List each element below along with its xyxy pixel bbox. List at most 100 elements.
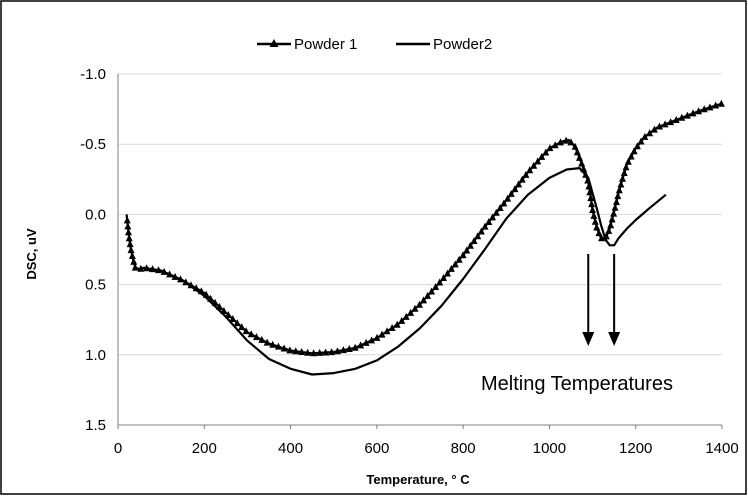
series-marker-0-45 (328, 348, 336, 356)
series-line-1 (143, 167, 667, 376)
series-marker-0-42 (310, 349, 318, 357)
series-marker-0-72 (455, 255, 463, 263)
y-tick-label-4: 1.0 (85, 347, 106, 364)
series-marker-0-132 (627, 152, 635, 160)
x-tick-label-3: 600 (364, 440, 389, 457)
series-marker-0-116 (595, 229, 603, 237)
series-marker-0-150 (717, 99, 725, 107)
series-marker-0-83 (496, 204, 504, 212)
series-marker-0-43 (316, 348, 324, 356)
series-marker-0-48 (345, 344, 353, 352)
series-marker-0-41 (304, 348, 312, 356)
series-marker-0-147 (700, 105, 708, 113)
series-marker-0-119 (605, 226, 613, 234)
x-tick-label-7: 1400 (705, 440, 738, 457)
series-marker-0-134 (633, 142, 641, 150)
series-marker-0-123 (611, 203, 619, 211)
series-marker-0-111 (588, 200, 596, 208)
series-marker-0-117 (598, 234, 606, 242)
series-marker-0-96 (546, 144, 554, 152)
series-marker-0-142 (672, 115, 680, 123)
y-tick-label-0: -1.0 (80, 66, 106, 83)
legend-marker-powder-1 (269, 39, 279, 47)
series-marker-0-112 (589, 206, 597, 214)
series-marker-0-60 (407, 308, 415, 316)
tick-labels: -1.0 -0.5 0.0 0.5 1.0 1.5 0 200 400 600 800 1000 120… (80, 66, 739, 457)
series-marker-0-49 (351, 343, 359, 351)
x-tick-label-1: 200 (192, 440, 217, 457)
series-marker-0-82 (492, 208, 500, 216)
series-marker-0-52 (368, 336, 376, 344)
series-marker-0-87 (511, 185, 519, 193)
x-tick-label-5: 1000 (533, 440, 566, 457)
series-marker-0-88 (515, 180, 523, 188)
series-marker-0-120 (607, 221, 615, 229)
series-marker-0-34 (263, 338, 271, 346)
series-marker-0-27 (229, 315, 237, 323)
series-marker-0-69 (443, 269, 451, 277)
series-marker-0-73 (459, 251, 467, 259)
series-marker-0-54 (378, 330, 386, 338)
series-marker-0-130 (622, 163, 630, 171)
series-marker-0-7 (130, 257, 138, 265)
series-marker-0-81 (489, 213, 497, 221)
series-marker-0-75 (466, 241, 474, 249)
annotation-arrow-head-0 (582, 332, 595, 346)
series-marker-0-58 (398, 316, 406, 324)
series-marker-0-0 (123, 216, 131, 224)
series-marker-0-92 (530, 161, 538, 169)
series-marker-0-71 (451, 260, 459, 268)
series-marker-0-79 (481, 222, 489, 230)
series-marker-0-122 (610, 209, 618, 217)
series-marker-0-44 (322, 348, 330, 356)
series-marker-0-91 (526, 166, 534, 174)
series-marker-0-50 (357, 341, 365, 349)
series-marker-0-5 (127, 246, 135, 254)
series-marker-0-59 (402, 312, 410, 320)
series-marker-0-56 (388, 324, 396, 332)
series-marker-0-63 (420, 296, 428, 304)
series-marker-0-8 (131, 263, 139, 271)
series-marker-0-3 (125, 234, 133, 242)
series-layer (123, 99, 725, 376)
series-marker-0-129 (620, 168, 628, 176)
series-marker-0-70 (447, 264, 455, 272)
series-marker-0-101 (571, 142, 579, 150)
series-marker-0-30 (242, 327, 250, 335)
series-marker-0-61 (411, 304, 419, 312)
legend-label-powder-1: Powder 1 (294, 36, 357, 53)
series-marker-0-145 (689, 109, 697, 117)
series-marker-0-86 (507, 189, 515, 197)
x-tick-label-4: 800 (451, 440, 476, 457)
series-marker-0-4 (126, 240, 134, 248)
legend-label-powder-2: Powder2 (433, 36, 492, 53)
series-marker-0-64 (424, 291, 432, 299)
series-marker-0-6 (128, 251, 136, 259)
y-tick-label-3: 0.5 (85, 277, 106, 294)
series-marker-0-36 (274, 342, 282, 350)
series-marker-0-55 (383, 327, 391, 335)
series-marker-0-143 (678, 113, 686, 121)
series-marker-0-74 (463, 246, 471, 254)
x-axis-title: Temperature, ° C (366, 472, 470, 487)
series-marker-0-46 (334, 347, 342, 355)
x-tick-label-0: 0 (114, 440, 122, 457)
annotation-label: Melting Temperatures (481, 373, 673, 395)
series-marker-0-127 (617, 180, 625, 188)
grid-lines (118, 73, 722, 356)
series-marker-0-97 (551, 141, 559, 149)
series-marker-0-51 (362, 338, 370, 346)
series-marker-0-39 (292, 347, 300, 355)
series-marker-0-144 (683, 111, 691, 119)
series-marker-0-126 (615, 186, 623, 194)
axes (117, 74, 723, 429)
series-marker-0-146 (695, 107, 703, 115)
annotation-arrow-head-1 (608, 332, 621, 346)
series-marker-0-67 (436, 278, 444, 286)
series-marker-0-148 (706, 103, 714, 111)
legend: Powder 1 Powder2 (257, 36, 492, 53)
x-tick-label-2: 400 (278, 440, 303, 457)
series-marker-0-78 (477, 227, 485, 235)
